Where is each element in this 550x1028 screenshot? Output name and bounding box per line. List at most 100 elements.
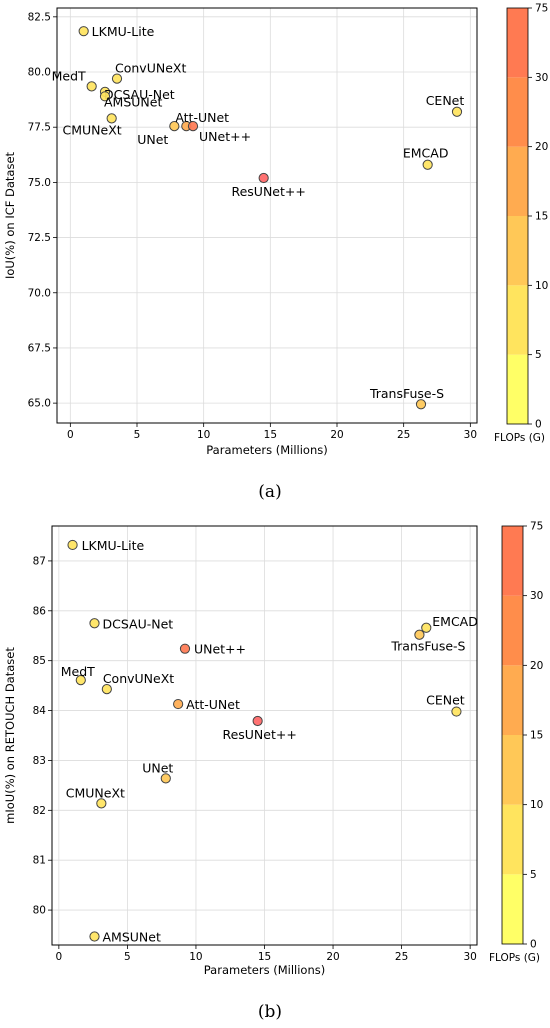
x-tick-label: 5 — [124, 951, 131, 963]
data-point-label: DCSAU-Net — [103, 616, 174, 631]
y-tick-label: 65.0 — [28, 398, 51, 410]
x-tick-label: 25 — [397, 429, 410, 441]
data-point — [169, 120, 180, 132]
data-point — [421, 622, 432, 633]
data-point-label: TransFuse-S — [369, 386, 444, 401]
y-tick-label: 82 — [33, 805, 46, 817]
x-tick-label: 25 — [395, 951, 408, 963]
data-point-label: UNet++ — [199, 129, 251, 144]
data-point-label: CMUNeXt — [62, 122, 121, 137]
data-point-label: CENet — [426, 693, 465, 708]
colorbar-segment — [502, 595, 523, 666]
data-point — [78, 26, 89, 37]
x-tick-label: 20 — [330, 429, 343, 441]
data-point-label: EMCAD — [432, 614, 478, 629]
colorbar-segment — [502, 804, 523, 875]
data-point — [67, 539, 78, 551]
colorbar-tick-label: 30 — [535, 72, 548, 84]
chart-panel-b: 0 5 10 15 20 25 30 80 81 82 83 84 85 86 87 Parameters (… — [3, 521, 543, 978]
data-point — [252, 715, 263, 727]
data-point — [75, 675, 86, 686]
data-point — [89, 931, 100, 942]
y-axis-label: IoU(%) on ICF Dataset — [3, 151, 17, 279]
data-point-label: CENet — [426, 93, 465, 108]
panel-label-a: (a) — [258, 482, 281, 502]
data-point — [111, 73, 123, 84]
data-point-label: MedT — [52, 68, 86, 83]
colorbar-label: FLOPs (G) — [489, 952, 540, 964]
data-point — [415, 399, 427, 410]
data-point-label: EMCAD — [403, 146, 449, 161]
data-point-label: ResUNet++ — [231, 184, 305, 199]
x-tick-label: 15 — [258, 951, 271, 963]
colorbar-tick-label: 5 — [535, 349, 542, 361]
y-tick-label: 85 — [33, 655, 46, 667]
data-point — [179, 643, 191, 654]
x-tick-label: 10 — [189, 951, 202, 963]
colorbar-segment — [507, 77, 528, 147]
y-tick-label: 80 — [33, 905, 46, 917]
chart-panel-a: 0 5 10 15 20 25 30 65.0 67.5 70.0 72.5 75.0 77.5 80.0… — [3, 3, 548, 458]
data-point-label: Att-UNet — [186, 697, 240, 712]
data-point — [451, 106, 463, 117]
colorbar-segment — [502, 665, 523, 735]
data-point — [99, 91, 111, 102]
x-tick-label: 20 — [326, 951, 339, 963]
data-point-label: MedT — [61, 664, 95, 679]
data-point-label: UNet++ — [194, 642, 246, 657]
data-point — [422, 159, 433, 170]
colorbar-tick-label: 5 — [530, 869, 537, 881]
y-tick-label: 70.0 — [28, 287, 51, 299]
data-point — [414, 629, 425, 640]
y-tick-label: 80.0 — [28, 67, 51, 79]
y-tick-label: 86 — [33, 605, 47, 617]
data-point-label: AMSUNet — [103, 930, 161, 945]
data-point — [96, 798, 107, 809]
y-tick-label: 81 — [33, 855, 46, 867]
data-point-label: TransFuse-S — [390, 639, 465, 654]
data-point-label: AMSUNet — [104, 94, 162, 109]
data-point — [101, 684, 112, 695]
colorbar-tick-label: 75 — [530, 521, 543, 533]
x-tick-label: 10 — [197, 429, 210, 441]
y-tick-label: 83 — [33, 755, 46, 767]
colorbar-tick-label: 10 — [530, 799, 543, 811]
colorbar-segment — [507, 146, 528, 216]
colorbar-segment — [507, 354, 528, 424]
colorbar-tick-label: 20 — [535, 141, 548, 153]
data-point-label: ResUNet++ — [222, 727, 296, 742]
colorbar-tick-label: 30 — [530, 590, 543, 602]
colorbar-tick-label: 10 — [535, 280, 548, 292]
x-axis-label: Parameters (Millions) — [206, 443, 327, 457]
y-tick-label: 77.5 — [28, 122, 51, 134]
data-point-label: Att-UNet — [175, 110, 229, 125]
data-point-label: ConvUNeXt — [103, 671, 174, 686]
y-tick-label: 72.5 — [28, 232, 51, 244]
x-tick-label: 0 — [56, 951, 63, 963]
y-tick-label: 87 — [33, 555, 46, 567]
data-point — [258, 172, 269, 184]
data-point-label: ConvUNeXt — [115, 61, 186, 76]
colorbar-tick-label: 15 — [530, 730, 543, 742]
plot-frame — [56, 7, 478, 424]
colorbar-segment — [507, 285, 528, 355]
data-point — [86, 81, 97, 92]
y-axis-label: mIoU(%) on RETOUCH Dataset — [3, 647, 17, 824]
data-point-label: CMUNeXt — [66, 785, 125, 800]
colorbar-segment — [507, 216, 528, 286]
colorbar-tick-label: 15 — [535, 211, 548, 223]
x-tick-label: 0 — [67, 429, 74, 441]
data-point — [451, 706, 462, 717]
colorbar-segment — [507, 8, 528, 78]
x-tick-label: 5 — [134, 429, 141, 441]
colorbar-tick-label: 0 — [535, 419, 542, 431]
y-tick-label: 67.5 — [28, 342, 51, 354]
data-point-label: LKMU-Lite — [82, 538, 145, 553]
x-tick-label: 15 — [264, 429, 277, 441]
colorbar-segment — [502, 874, 523, 944]
y-tick-label: 84 — [33, 705, 47, 717]
colorbar-tick-label: 75 — [535, 3, 548, 15]
data-point — [160, 773, 171, 784]
colorbar-label: FLOPs (G) — [494, 432, 545, 444]
